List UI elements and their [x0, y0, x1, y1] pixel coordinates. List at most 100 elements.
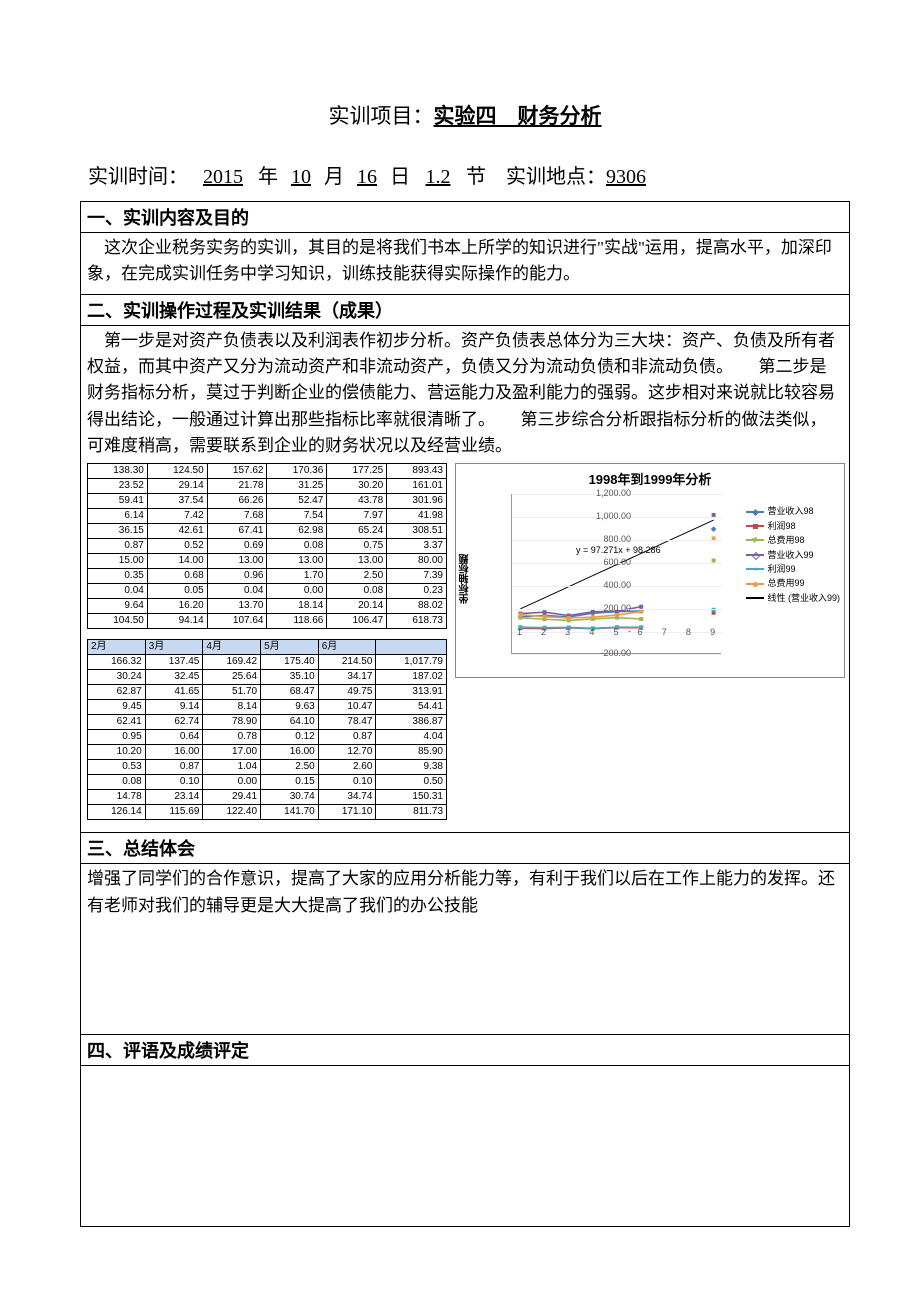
table-cell: 51.70 — [203, 685, 261, 700]
table-cell: 9.14 — [145, 700, 203, 715]
legend-item: 总费用98 — [746, 533, 840, 547]
table-cell: 2.50 — [261, 760, 319, 775]
table-cell: 141.70 — [261, 805, 319, 820]
table-row: 0.350.680.961.702.507.39 — [88, 569, 447, 584]
time-label: 实训时间： — [88, 166, 188, 188]
table-cell: 88.02 — [387, 599, 447, 614]
table-cell: 52.47 — [267, 494, 327, 509]
table-cell: 2.50 — [327, 569, 387, 584]
day-value: 16 — [349, 166, 385, 189]
chart-legend: 营业收入98利润98总费用98营业收入99利润99总费用99线性 (营业收入99… — [746, 504, 840, 605]
table-row: 62.8741.6551.7068.4749.75313.91 — [88, 685, 447, 700]
table-cell: 94.14 — [147, 614, 207, 629]
table-cell: 0.87 — [145, 760, 203, 775]
table-header-cell: 2月 — [88, 640, 146, 655]
table-cell: 68.47 — [261, 685, 319, 700]
table-cell: 0.96 — [207, 569, 267, 584]
section-4-header: 四、评语及成绩评定 — [81, 1035, 849, 1066]
table-cell: 0.87 — [318, 730, 376, 745]
table-cell: 0.08 — [88, 775, 146, 790]
table-cell: 0.10 — [318, 775, 376, 790]
embedded-content-row: 138.30124.50157.62170.36177.25893.4323.5… — [87, 463, 843, 830]
location-label: 实训地点： — [506, 166, 606, 188]
table-cell: 1.04 — [203, 760, 261, 775]
table-row: 59.4137.5466.2652.4743.78301.96 — [88, 494, 447, 509]
table-cell: 62.98 — [267, 524, 327, 539]
table-row: 10.2016.0017.0016.0012.7085.90 — [88, 745, 447, 760]
section-2: 二、实训操作过程及实训结果（成果） 第一步是对资产负债表以及利润表作初步分析。资… — [80, 295, 850, 834]
table-cell: 9.45 — [88, 700, 146, 715]
table-row: 30.2432.4525.6435.1034.17187.02 — [88, 670, 447, 685]
table-cell: 17.00 — [203, 745, 261, 760]
section-4: 四、评语及成绩评定 — [80, 1035, 850, 1227]
table-cell: 31.25 — [267, 479, 327, 494]
table-cell: 9.63 — [261, 700, 319, 715]
table-cell: 78.90 — [203, 715, 261, 730]
table-cell: 30.74 — [261, 790, 319, 805]
table-row: 36.1542.6167.4162.9865.24308.51 — [88, 524, 447, 539]
table-cell: 37.54 — [147, 494, 207, 509]
table-row: 0.870.520.690.080.753.37 — [88, 539, 447, 554]
table-cell: 67.41 — [207, 524, 267, 539]
tables-column: 138.30124.50157.62170.36177.25893.4323.5… — [87, 463, 447, 830]
table-cell: 137.45 — [145, 655, 203, 670]
table-cell: 21.78 — [207, 479, 267, 494]
table-cell: 34.74 — [318, 790, 376, 805]
section-3: 三、总结体会 增强了同学们的合作意识，提高了大家的应用分析能力等，有利于我们以后… — [80, 833, 850, 1035]
table-cell: 80.00 — [387, 554, 447, 569]
table-cell: 104.50 — [88, 614, 148, 629]
table-cell: 1,017.79 — [376, 655, 447, 670]
table-cell: 0.15 — [261, 775, 319, 790]
table-row: 23.5229.1421.7831.2530.20161.01 — [88, 479, 447, 494]
year-suffix: 年 — [258, 166, 278, 188]
table-cell: 13.00 — [327, 554, 387, 569]
table-row: 0.950.640.780.120.874.04 — [88, 730, 447, 745]
table-cell: 0.53 — [88, 760, 146, 775]
table-row: 9.6416.2013.7018.1420.1488.02 — [88, 599, 447, 614]
period-value: 1.2 — [415, 166, 461, 189]
table-cell: 34.17 — [318, 670, 376, 685]
month-suffix: 月 — [324, 166, 344, 188]
table-cell: 9.64 — [88, 599, 148, 614]
table-cell: 41.98 — [387, 509, 447, 524]
legend-item: 线性 (营业收入99) — [746, 591, 840, 605]
table-cell: 18.14 — [267, 599, 327, 614]
table-cell: 0.78 — [203, 730, 261, 745]
table-header-cell: 6月 — [318, 640, 376, 655]
period-suffix: 节 — [466, 166, 486, 188]
table-header-cell: 5月 — [261, 640, 319, 655]
table-cell: 42.61 — [147, 524, 207, 539]
year-value: 2015 — [193, 166, 253, 189]
table-cell: 65.24 — [327, 524, 387, 539]
table-cell: 0.08 — [327, 584, 387, 599]
table-cell: 126.14 — [88, 805, 146, 820]
table-row: 0.040.050.040.000.080.23 — [88, 584, 447, 599]
table-cell: 3.37 — [387, 539, 447, 554]
table-row: 166.32137.45169.42175.40214.501,017.79 — [88, 655, 447, 670]
table-cell: 169.42 — [203, 655, 261, 670]
table-cell: 8.14 — [203, 700, 261, 715]
table-cell: 59.41 — [88, 494, 148, 509]
table-cell: 35.10 — [261, 670, 319, 685]
table-cell: 66.26 — [207, 494, 267, 509]
table-cell: 13.70 — [207, 599, 267, 614]
table-row: 104.5094.14107.64118.66106.47618.73 — [88, 614, 447, 629]
table-cell: 118.66 — [267, 614, 327, 629]
section-3-header: 三、总结体会 — [81, 833, 849, 864]
table-cell: 0.95 — [88, 730, 146, 745]
legend-item: 总费用99 — [746, 576, 840, 590]
table-cell: 6.14 — [88, 509, 148, 524]
table-cell: 49.75 — [318, 685, 376, 700]
table-row: 138.30124.50157.62170.36177.25893.43 — [88, 464, 447, 479]
table-cell: 10.20 — [88, 745, 146, 760]
table-cell: 0.00 — [267, 584, 327, 599]
location-value: 9306 — [606, 166, 646, 189]
table-cell: 175.40 — [261, 655, 319, 670]
document-page: 实训项目：实验四 财务分析 实训时间： 2015 年 10 月 16 日 1.2… — [0, 0, 920, 1287]
table-cell: 2.60 — [318, 760, 376, 775]
table-cell: 7.42 — [147, 509, 207, 524]
table-cell: 20.14 — [327, 599, 387, 614]
legend-item: 营业收入98 — [746, 504, 840, 518]
table-cell: 811.73 — [376, 805, 447, 820]
table-cell: 85.90 — [376, 745, 447, 760]
